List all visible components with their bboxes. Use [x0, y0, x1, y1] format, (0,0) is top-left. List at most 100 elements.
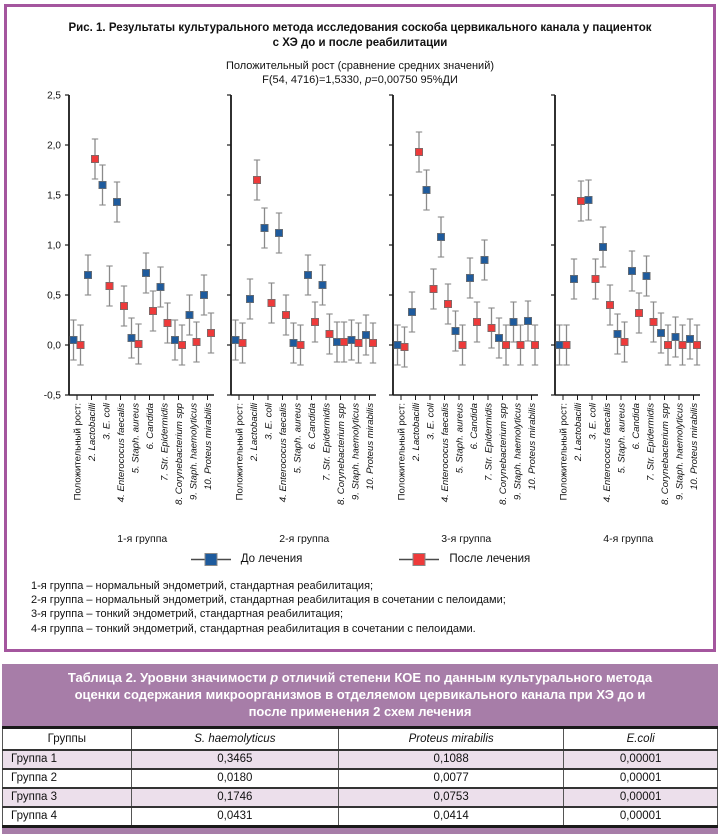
y-tick-label: -0,5: [44, 390, 62, 401]
x-category-label: 3. E. coli: [425, 402, 436, 440]
legend-marker-before-icon: [190, 552, 231, 566]
x-category-label: 4. Enterococus faecalis: [440, 403, 451, 502]
figure-subtitle: Положительный рост (сравнение средних зн…: [225, 59, 495, 72]
x-category-label: 6. Candida: [145, 403, 156, 449]
footnote-line: 2-я группа – нормальный эндометрий, стан…: [31, 594, 506, 607]
series-before: [393, 169, 532, 366]
table-row: Группа 1 0,3465 0,1088 0,00001: [2, 750, 718, 771]
footnote-line: 1-я группа – нормальный эндометрий, стан…: [31, 579, 374, 592]
series-after: [76, 138, 215, 366]
figure-title-line2: с ХЭ до и после реабилитации: [272, 36, 448, 49]
x-category-label: 6. Candida: [307, 403, 318, 449]
table-cell: 0,00001: [563, 788, 718, 809]
table-cell: Группа 3: [2, 788, 132, 809]
x-category-label: 9. Staph. haemolyticus: [512, 403, 523, 500]
x-category-label: 9. Staph. haemolyticus: [674, 403, 685, 500]
panel-group-label: 4-я группа: [603, 533, 653, 545]
x-category-label: 8. Corynebacterium spp: [660, 402, 671, 505]
figure-footnotes: 1-я группа – нормальный эндометрий, стан…: [31, 579, 713, 636]
table-cell: Группа 4: [2, 807, 132, 829]
table-cell: 0,0753: [338, 788, 565, 809]
panel-group-label: 3-я группа: [441, 533, 491, 545]
table-title-p: р: [270, 670, 279, 685]
x-category-label: 6. Candida: [469, 403, 480, 449]
figure-title-line1: Рис. 1. Результаты культурального метода…: [68, 22, 652, 34]
x-category-label: 3. E. coli: [587, 402, 598, 440]
table-column-header: E.coli: [563, 726, 718, 752]
x-category-label: 10. Proteus mirabilis: [527, 403, 538, 490]
table-title-band: Таблица 2. Уровни значимости р отличий с…: [2, 664, 718, 727]
y-tick-label: 1,0: [47, 240, 61, 251]
x-category-label: 7. Str. Epidermidis: [159, 403, 170, 481]
y-tick-label: 1,5: [47, 190, 61, 201]
stats-p: p: [365, 73, 372, 86]
table-row: Группа 4 0,0431 0,0414 0,00001: [2, 807, 718, 829]
table-cell: 0,00001: [563, 807, 718, 829]
y-tick-label: 2,0: [47, 140, 61, 151]
x-category-label: Положительный рост:: [72, 403, 83, 500]
x-category-label: 8. Corynebacterium spp: [174, 402, 185, 505]
x-category-label: Положительный рост:: [396, 403, 407, 500]
series-after: [562, 180, 701, 366]
figure-1-panel: Рис. 1. Результаты культурального метода…: [4, 4, 716, 652]
table-column-header: S. haemolyticus: [130, 726, 340, 752]
table-cell: 0,00001: [563, 769, 718, 790]
table-cell: 0,1088: [338, 750, 565, 771]
x-category-label: 3. E. coli: [263, 402, 274, 440]
y-tick-label: 0,0: [47, 340, 61, 351]
significance-table: Группы S. haemolyticus Proteus mirabilis E.…: [2, 726, 718, 829]
x-category-label: 2. Lactobacilli: [87, 402, 98, 462]
bottom-accent-bar: [2, 828, 718, 835]
x-category-label: 5. Staph. aureus: [454, 403, 465, 474]
table-cell: 0,1746: [130, 788, 340, 809]
x-category-label: 4. Enterococus faecalis: [602, 403, 613, 502]
panel-group-label: 2-я группа: [279, 533, 329, 545]
table-cell: 0,0077: [338, 769, 565, 790]
chart-panel-3: Положительный рост: 2. Lactobacilli 3. E. …: [389, 94, 539, 545]
legend-item-after: После лечения: [398, 552, 530, 567]
x-category-label: 10. Proteus mirabilis: [365, 403, 376, 490]
table-cell: Группа 1: [2, 750, 132, 771]
table-cell: 0,3465: [130, 750, 340, 771]
x-category-label: 8. Corynebacterium spp: [498, 402, 509, 505]
figure-title: Рис. 1. Результаты культурального метода…: [7, 21, 713, 51]
table-cell: 0,00001: [563, 750, 718, 771]
table-cell: 0,0180: [130, 769, 340, 790]
table-row: Группа 3 0,1746 0,0753 0,00001: [2, 788, 718, 809]
footnote-line: 3-я группа – тонкий эндометрий, стандарт…: [31, 608, 344, 621]
x-category-label: 9. Staph. haemolyticus: [350, 403, 361, 500]
chart-panel-2: Положительный рост: 2. Lactobacilli 3. E. …: [227, 94, 377, 545]
x-category-label: 2. Lactobacilli: [573, 402, 584, 462]
x-category-label: 8. Corynebacterium spp: [336, 402, 347, 505]
x-category-label: 2. Lactobacilli: [249, 402, 260, 462]
panel-group-label: 1-я группа: [117, 533, 167, 545]
series-after: [238, 159, 377, 366]
y-tick-label: 0,5: [47, 290, 61, 301]
table-cell: Группа 2: [2, 769, 132, 790]
x-category-label: 10. Proteus mirabilis: [689, 403, 700, 490]
table-cell: 0,0431: [130, 807, 340, 829]
x-category-label: 4. Enterococus faecalis: [116, 403, 127, 502]
x-category-label: 2. Lactobacilli: [411, 402, 422, 462]
x-category-label: 6. Candida: [631, 403, 642, 449]
x-category-label: 7. Str. Epidermidis: [321, 403, 332, 481]
table-column-header: Группы: [2, 726, 132, 752]
table-column-header: Proteus mirabilis: [338, 726, 565, 752]
table-2-section: Таблица 2. Уровни значимости р отличий с…: [2, 664, 718, 835]
chart-panel-4: Положительный рост: 2. Lactobacilli 3. E. …: [551, 94, 701, 545]
series-before: [69, 164, 208, 361]
x-category-label: Положительный рост:: [234, 403, 245, 500]
chart-panel-1: 2,5 2,0 1,5 1,0 0,5 0,0 -0,5 Положительный рост…: [44, 90, 215, 545]
table-title: Таблица 2. Уровни значимости р отличий с…: [60, 669, 660, 720]
y-tick-label: 2,5: [47, 90, 61, 101]
table-title-pre: Таблица 2. Уровни значимости: [67, 670, 271, 685]
series-before: [231, 207, 370, 364]
x-category-label: 10. Proteus mirabilis: [203, 403, 214, 490]
x-category-label: 5. Staph. aureus: [130, 403, 141, 474]
x-category-label: 9. Staph. haemolyticus: [188, 403, 199, 500]
table-body: Группа 1 0,3465 0,1088 0,00001 Группа 2 0,018…: [2, 750, 718, 829]
series-before: [555, 179, 694, 366]
table-header-row: Группы S. haemolyticus Proteus mirabilis E.…: [2, 726, 718, 752]
stats-post: =0,00750 95%ДИ: [371, 73, 458, 86]
table-cell: 0,0414: [338, 807, 565, 829]
